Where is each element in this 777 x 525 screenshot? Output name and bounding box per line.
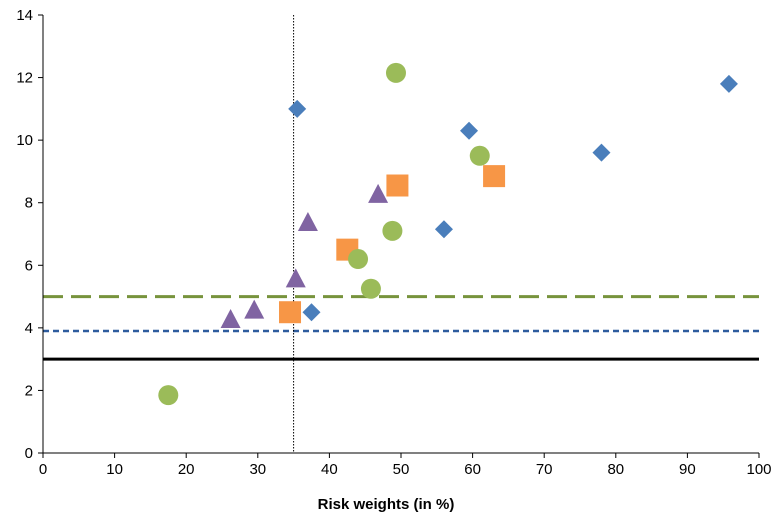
y-tick-label: 14 xyxy=(16,7,33,24)
x-tick-label: 0 xyxy=(39,461,47,478)
triangle-point xyxy=(244,299,265,319)
x-tick-label: 40 xyxy=(321,461,338,478)
triangle-point xyxy=(297,212,318,232)
circle-point xyxy=(385,62,406,83)
y-tick-label: 10 xyxy=(16,132,33,149)
tick-labels: 0 2 4 6 8 10 12 14 0 10 20 30 40 50 60 70 80 90 100 xyxy=(16,7,771,478)
x-tick-label: 90 xyxy=(679,461,696,478)
data-points xyxy=(158,62,738,406)
circle-point xyxy=(382,220,403,241)
diamond-point xyxy=(302,303,321,322)
circle-point xyxy=(158,385,179,406)
axes xyxy=(38,14,760,458)
y-tick-label: 2 xyxy=(25,382,33,399)
x-tick-label: 50 xyxy=(393,461,410,478)
reference-lines xyxy=(43,15,759,453)
circle-point xyxy=(469,145,490,166)
y-tick-label: 12 xyxy=(16,70,33,87)
triangle-point xyxy=(285,268,306,288)
square-point xyxy=(386,174,409,197)
y-tick-label: 4 xyxy=(25,320,33,337)
diamond-point xyxy=(719,74,738,93)
circle-point xyxy=(348,249,369,270)
square-point xyxy=(483,165,506,188)
diamond-point xyxy=(434,220,453,239)
triangle-point xyxy=(368,183,389,203)
x-tick-label: 60 xyxy=(464,461,481,478)
x-tick-label: 30 xyxy=(249,461,266,478)
circle-point xyxy=(360,278,381,299)
x-tick-label: 10 xyxy=(106,461,123,478)
diamond-point xyxy=(592,143,611,162)
x-tick-label: 70 xyxy=(536,461,553,478)
y-tick-label: 6 xyxy=(25,257,33,274)
square-point xyxy=(279,301,302,324)
y-tick-label: 0 xyxy=(25,445,33,462)
diamond-point xyxy=(288,99,307,118)
y-tick-label: 8 xyxy=(25,195,33,212)
x-tick-label: 80 xyxy=(607,461,624,478)
x-tick-label: 20 xyxy=(178,461,195,478)
x-tick-label: 100 xyxy=(746,461,771,478)
triangle-point xyxy=(220,309,241,329)
diamond-point xyxy=(460,121,479,140)
x-axis-label: Risk weights (in %) xyxy=(318,496,455,513)
